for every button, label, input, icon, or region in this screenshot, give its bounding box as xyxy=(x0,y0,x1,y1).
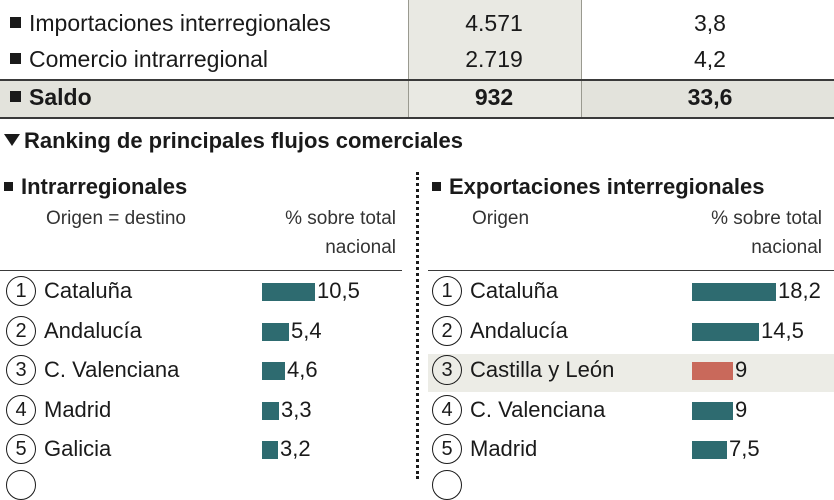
rank-number: 2 xyxy=(432,315,462,346)
row-label: Saldo xyxy=(29,84,92,110)
row-value-2: 33,6 xyxy=(687,84,733,110)
header-rule xyxy=(0,270,402,271)
row-value-2: 3,8 xyxy=(694,10,726,36)
ranking-item: 4 Madrid 3,3 xyxy=(6,393,406,429)
bar xyxy=(692,322,759,341)
value-label: 9 xyxy=(735,357,748,382)
bar xyxy=(692,441,727,459)
ranking-item: 2 Andalucía 5,4 xyxy=(6,314,406,350)
rank-number: 5 xyxy=(6,434,36,464)
category-label: Madrid xyxy=(470,436,538,461)
category-label: Galicia xyxy=(44,436,112,461)
ranking-item: 5 Galicia 3,2 xyxy=(6,432,406,468)
bar xyxy=(692,283,776,301)
value-label: 7,5 xyxy=(729,436,760,461)
category-label: Andalucía xyxy=(44,317,142,343)
highlight-row-background xyxy=(428,354,834,392)
bar xyxy=(692,401,733,420)
bar xyxy=(262,322,289,341)
value-label: 3,2 xyxy=(280,436,311,461)
bar xyxy=(262,283,315,301)
category-label: Cataluña xyxy=(44,278,133,303)
value-label: 9 xyxy=(735,396,748,422)
rank-number: 2 xyxy=(6,315,36,346)
bar xyxy=(262,441,278,459)
ranking-item: 3 C. Valenciana 4,6 xyxy=(6,353,406,389)
category-label: Castilla y León xyxy=(470,357,615,382)
saldo-top-rule xyxy=(0,79,834,81)
value-label: 10,5 xyxy=(317,278,360,303)
category-label: Cataluña xyxy=(470,278,559,303)
rank-number: 1 xyxy=(6,276,36,306)
value-label: 18,2 xyxy=(778,278,821,303)
ranking-item: 3 Castilla y León 9 xyxy=(432,353,832,389)
rank-number: 5 xyxy=(432,434,462,464)
category-label: C. Valenciana xyxy=(44,357,180,382)
rank-circle-partial xyxy=(432,470,462,500)
rank-number: 3 xyxy=(432,355,462,385)
bar xyxy=(262,362,285,380)
ranking-title-text: Ranking de principales flujos comerciale… xyxy=(24,128,463,153)
value-label: 4,6 xyxy=(287,357,318,382)
triangle-down-icon xyxy=(4,134,20,146)
ranking-title: Ranking de principales flujos comerciale… xyxy=(4,128,463,154)
row-value-2: 4,2 xyxy=(694,46,726,72)
bullet-square-icon xyxy=(10,17,21,28)
category-header: Origen xyxy=(472,208,530,229)
ranking-item: 5 Madrid 7,5 xyxy=(432,432,832,468)
bullet-square-icon xyxy=(432,182,441,191)
row-label: Importaciones interregionales xyxy=(29,10,331,36)
panel-divider xyxy=(416,172,419,479)
bar xyxy=(692,362,733,380)
bullet-square-icon xyxy=(10,53,21,64)
row-label: Comercio intrarregional xyxy=(29,46,269,72)
row-value-1: 4.571 xyxy=(465,10,523,36)
ranking-item: 2 Andalucía 14,5 xyxy=(432,314,832,350)
value-label: 5,4 xyxy=(291,317,322,343)
row-value-1: 932 xyxy=(474,84,514,110)
category-label: C. Valenciana xyxy=(470,396,606,422)
highlighted-column xyxy=(408,0,582,118)
bar xyxy=(262,401,279,420)
ranking-item: 4 C. Valenciana 9 xyxy=(432,393,832,429)
category-label: Andalucía xyxy=(470,317,568,343)
panel-title-intrarregionales: Intrarregionales xyxy=(4,174,187,200)
row-value-1: 2.719 xyxy=(465,46,523,72)
rank-circle-partial xyxy=(6,470,36,500)
rank-number: 3 xyxy=(6,355,36,385)
value-header: % sobre total nacional xyxy=(711,208,822,258)
bullet-square-icon xyxy=(10,91,21,102)
rank-number: 4 xyxy=(432,394,462,425)
ranking-item: 1 Cataluña 18,2 xyxy=(432,274,832,310)
saldo-bottom-rule xyxy=(0,117,834,119)
rank-number: 4 xyxy=(6,394,36,425)
category-header: Origen = destino xyxy=(46,208,186,229)
value-label: 14,5 xyxy=(761,317,804,343)
summary-row-importaciones: Importaciones interregionales 4.571 3,8 xyxy=(0,6,834,42)
ranking-item: 1 Cataluña 10,5 xyxy=(6,274,406,310)
category-label: Madrid xyxy=(44,396,112,422)
value-label: 3,3 xyxy=(281,396,312,422)
summary-row-saldo: Saldo 932 33,6 xyxy=(0,80,834,116)
rank-number: 1 xyxy=(432,276,462,306)
panel-title-exportaciones: Exportaciones interregionales xyxy=(432,174,764,200)
bullet-square-icon xyxy=(4,182,13,191)
header-rule xyxy=(428,270,834,271)
value-header: % sobre total nacional xyxy=(285,208,396,258)
summary-row-comercio: Comercio intrarregional 2.719 4,2 xyxy=(0,42,834,78)
